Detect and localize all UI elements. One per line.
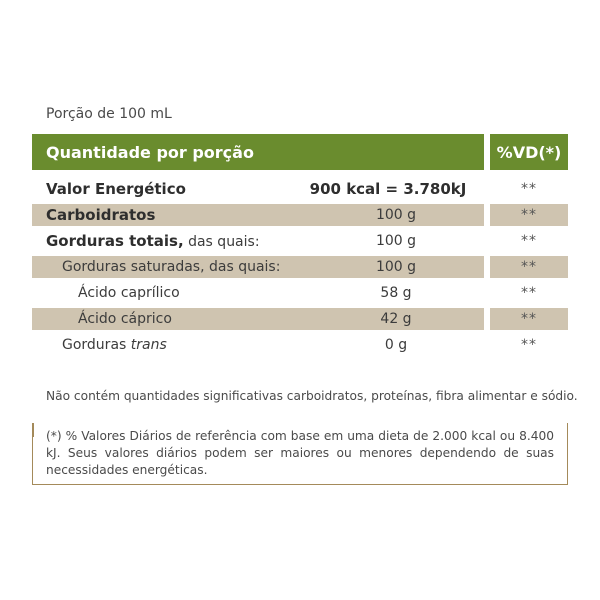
row-vd-total-fat: ** — [521, 233, 537, 249]
header-quantity: Quantidade por porção — [32, 134, 484, 170]
row-vd-carbs: ** — [521, 207, 537, 223]
row-amount-trans-fat: 0 g — [384, 337, 408, 353]
row-label-trans-fat-main: Gorduras — [62, 337, 131, 353]
row-label-total-fat-suffix: das quais: — [183, 234, 260, 250]
row-label-caprylic-acid: Ácido caprílico — [78, 285, 180, 301]
row-shade — [490, 204, 568, 226]
row-amount-capric-acid: 42 g — [380, 311, 412, 327]
portion-size: Porção de 100 mL — [46, 106, 172, 122]
footnote-box-edge — [32, 423, 34, 437]
row-vd-capric-acid: ** — [521, 311, 537, 327]
row-vd-energy: ** — [521, 181, 537, 197]
row-label-trans-fat-suffix: trans — [130, 337, 167, 353]
row-label-saturated-fat: Gorduras saturadas, das quais: — [62, 259, 281, 275]
row-vd-saturated-fat: ** — [521, 259, 537, 275]
row-amount-energy: 900 kcal = 3.780kJ — [309, 180, 467, 198]
row-amount-carbs: 100 g — [375, 207, 417, 223]
row-vd-trans-fat: ** — [521, 337, 537, 353]
footnote-box — [32, 423, 568, 485]
row-label-capric-acid: Ácido cáprico — [78, 311, 172, 327]
row-label-carbs: Carboidratos — [46, 206, 156, 224]
row-shade — [490, 308, 568, 330]
row-amount-saturated-fat: 100 g — [375, 259, 417, 275]
row-shade — [32, 308, 484, 330]
row-vd-caprylic-acid: ** — [521, 285, 537, 301]
footnote-text: (*) % Valores Diários de referência com … — [46, 429, 554, 477]
row-shade — [32, 256, 484, 278]
row-label-trans-fat: Gorduras trans — [62, 334, 167, 356]
row-label-energy: Valor Energético — [46, 180, 186, 198]
row-amount-caprylic-acid: 58 g — [380, 285, 412, 301]
nutrition-note: Não contém quantidades significativas ca… — [46, 389, 578, 403]
row-label-total-fat-main: Gorduras totais, — [46, 232, 184, 250]
header-vd: %VD(*) — [490, 134, 568, 170]
row-amount-total-fat: 100 g — [375, 233, 417, 249]
row-label-total-fat: Gorduras totais, das quais: — [46, 230, 260, 253]
row-shade — [490, 256, 568, 278]
row-shade — [32, 204, 484, 226]
